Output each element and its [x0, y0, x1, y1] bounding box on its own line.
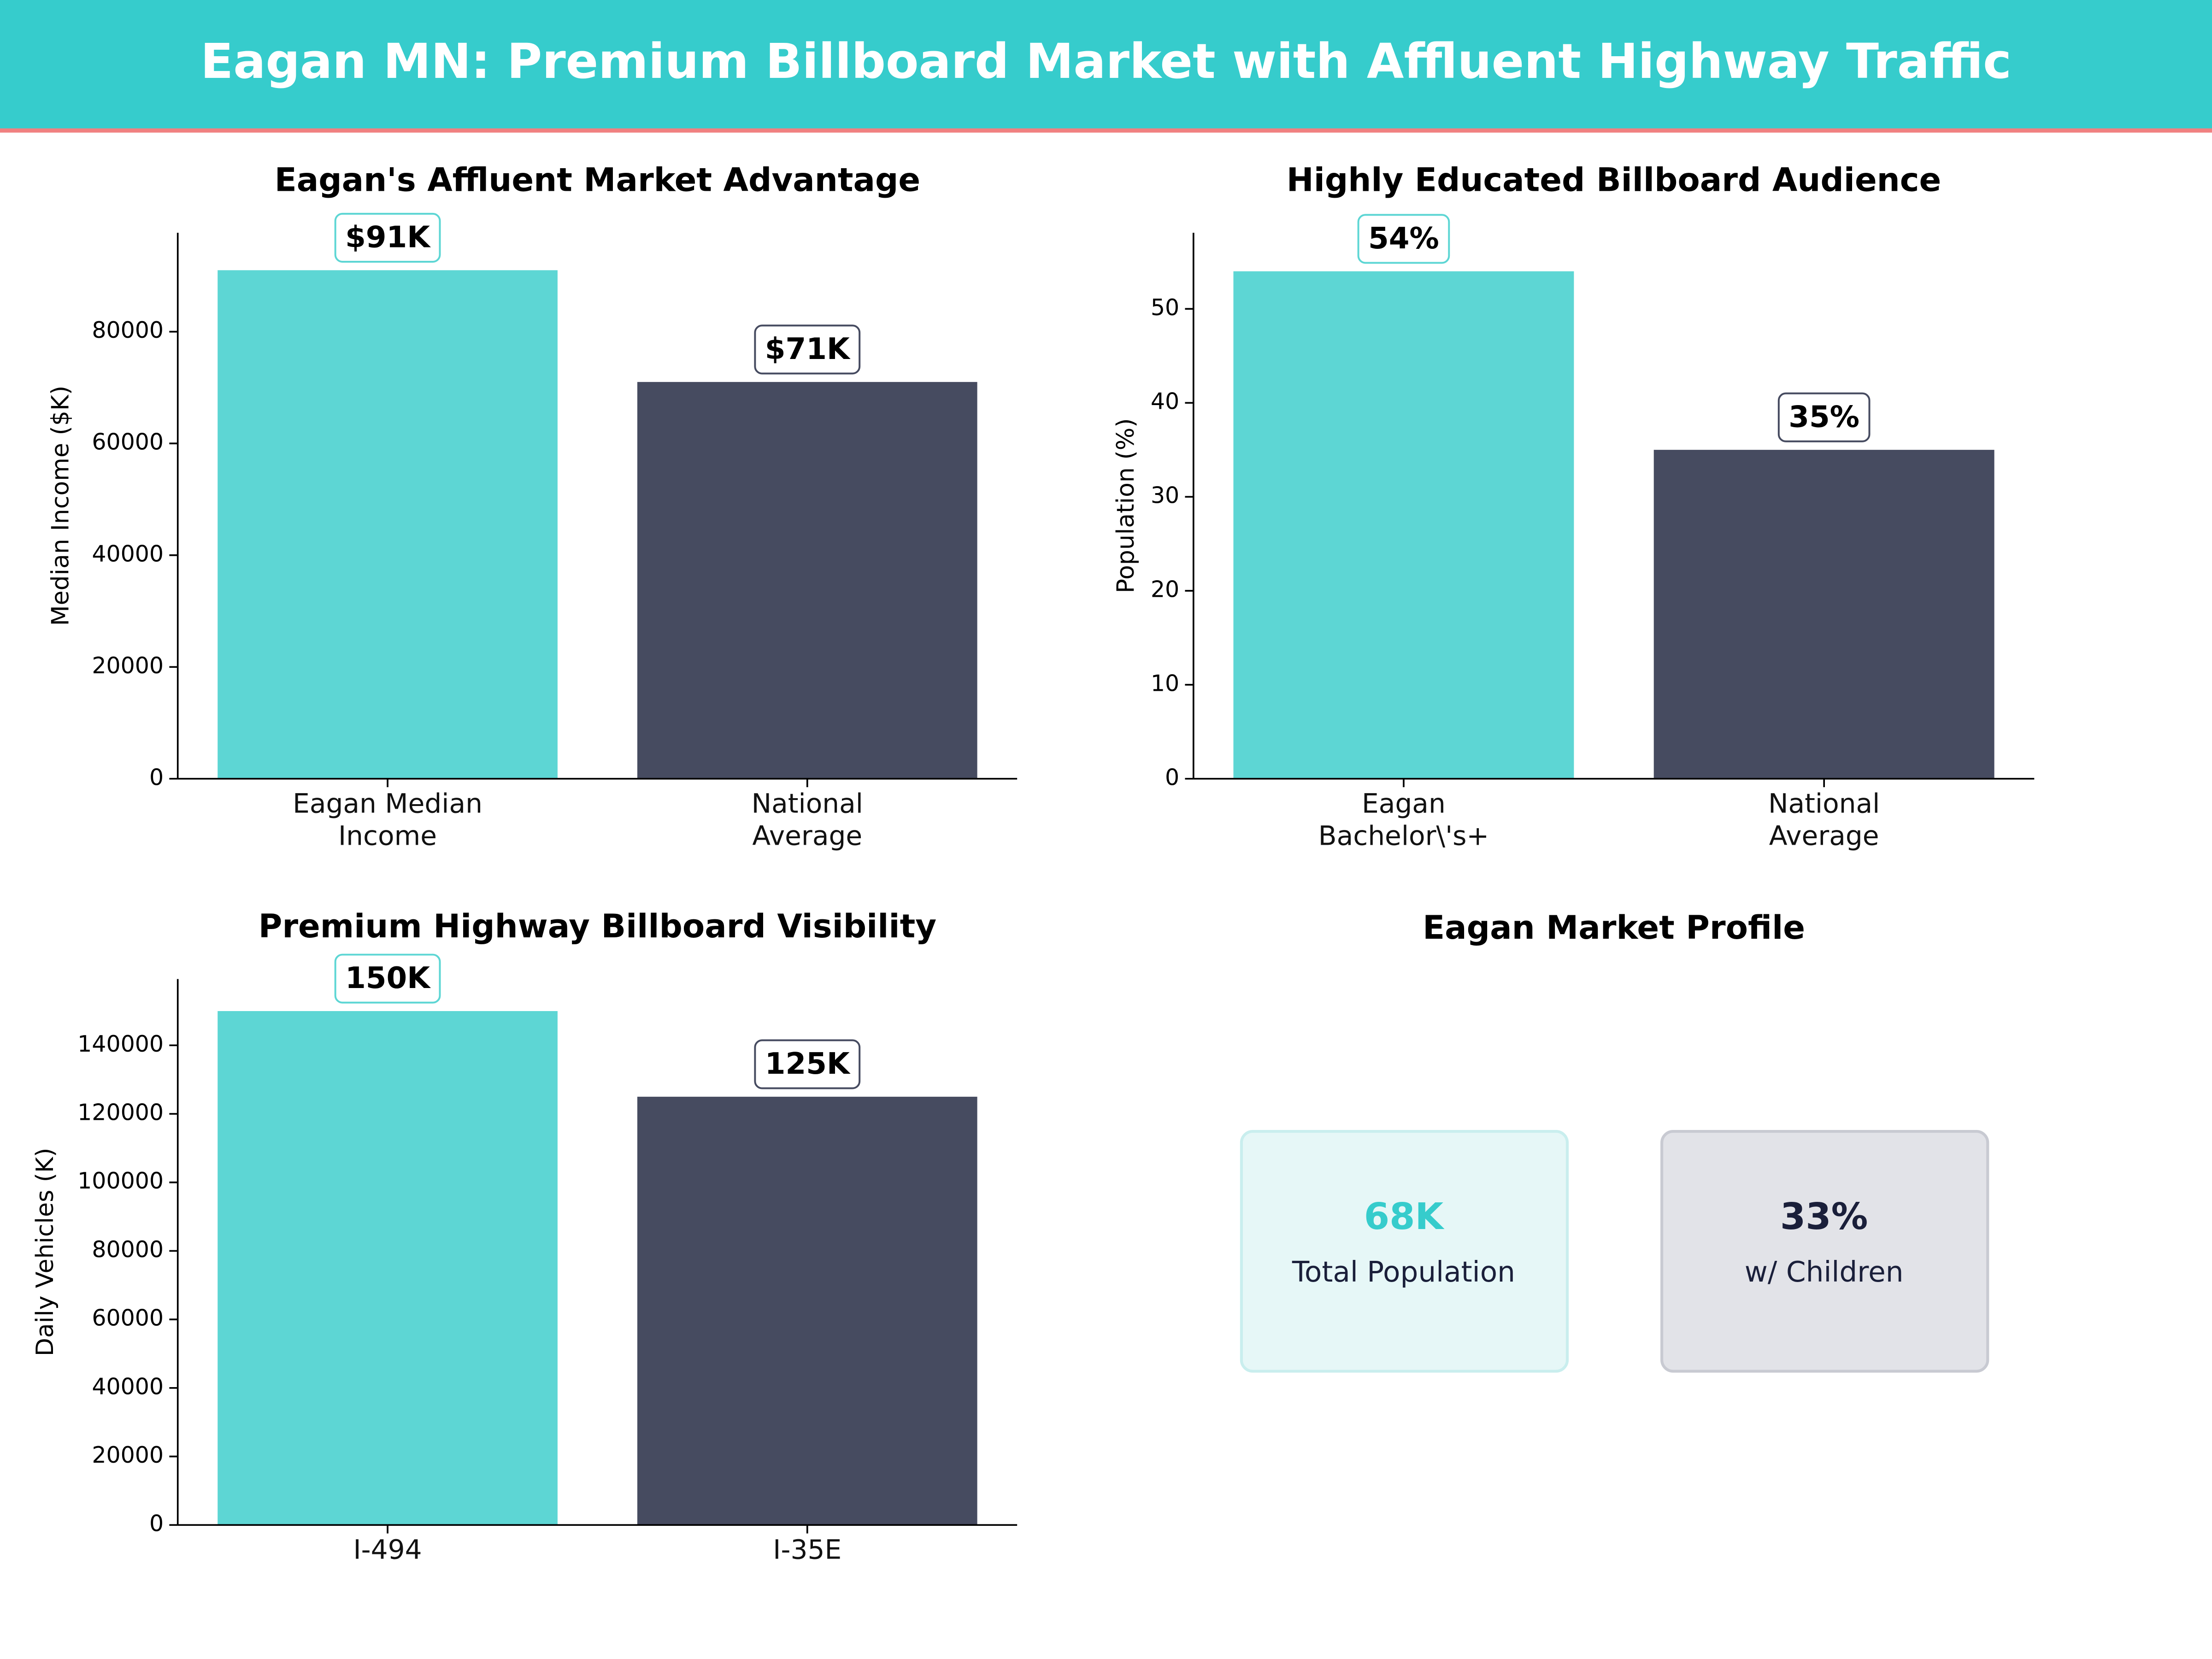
y-tick-label: 40000	[92, 541, 164, 567]
x-tick-label: I-494	[353, 1535, 422, 1566]
chart-title: Eagan's Affluent Market Advantage	[275, 161, 920, 199]
y-tick-label: 20	[1151, 576, 1179, 602]
x-tick-label: I-35E	[773, 1535, 842, 1566]
y-tick-label: 0	[1165, 764, 1179, 790]
card-value: 68K	[1364, 1195, 1445, 1238]
value-label-box	[754, 324, 861, 375]
y-tick-label: 20000	[92, 1442, 164, 1468]
profile-title: Eagan Market Profile	[1423, 909, 1805, 947]
value-label-box	[334, 953, 441, 1004]
y-tick-label: 120000	[77, 1100, 164, 1126]
y-tick-label: 140000	[77, 1031, 164, 1057]
card-label: w/ Children	[1745, 1256, 1904, 1288]
y-tick-label: 80000	[92, 1236, 164, 1263]
y-tick-label: 0	[149, 764, 164, 790]
bar	[637, 382, 977, 779]
x-tick-label: Eagan Median Income	[293, 788, 482, 852]
chart-title: Highly Educated Billboard Audience	[1287, 161, 1941, 199]
x-tick-label: Eagan Bachelor\'s+	[1318, 788, 1489, 852]
profile-card	[1240, 1130, 1569, 1373]
x-tick-label-box: I-35E	[773, 1535, 842, 1566]
bar	[1653, 450, 1994, 779]
y-tick-label: 10	[1151, 670, 1179, 696]
y-tick-label: 60000	[92, 429, 164, 455]
y-tick-label: 80000	[92, 317, 164, 343]
bar	[218, 270, 558, 779]
header-rule	[0, 128, 2212, 133]
value-label: $71K	[765, 332, 851, 366]
y-tick-label: 40	[1151, 388, 1179, 415]
profile-card	[1660, 1130, 1989, 1373]
y-axis-label: Population (%)	[1112, 418, 1140, 593]
value-label-box	[754, 1039, 861, 1089]
chart-title: Premium Highway Billboard Visibility	[259, 907, 936, 945]
value-label: 54%	[1368, 221, 1439, 256]
value-label-box	[1357, 214, 1450, 264]
x-tick-label-box: National Average	[751, 788, 863, 852]
value-label-box	[334, 212, 441, 263]
x-tick-label-box: I-494	[353, 1535, 422, 1566]
x-tick-label-box: Eagan Median Income	[293, 788, 482, 852]
y-axis-label: Median Income ($K)	[47, 386, 75, 626]
bar	[637, 1096, 977, 1525]
y-tick-label: 100000	[77, 1168, 164, 1194]
value-label-box	[1777, 392, 1871, 442]
bar	[1233, 271, 1574, 779]
y-tick-label: 40000	[92, 1373, 164, 1400]
y-tick-label: 50	[1151, 294, 1179, 321]
value-label: $91K	[345, 220, 431, 255]
y-tick-label: 20000	[92, 653, 164, 679]
y-tick-label: 0	[149, 1511, 164, 1537]
value-label: 150K	[345, 961, 431, 995]
card-label: Total Population	[1292, 1256, 1515, 1288]
x-tick-label-box: Eagan Bachelor\'s+	[1318, 788, 1489, 852]
header-bar	[0, 0, 2212, 130]
x-tick-label-box: National Average	[1768, 788, 1880, 852]
y-axis-label: Daily Vehicles (K)	[31, 1148, 59, 1357]
y-tick-label: 60000	[92, 1305, 164, 1331]
header-title: Eagan MN: Premium Billboard Market with …	[200, 33, 2012, 89]
value-label: 125K	[765, 1047, 851, 1081]
x-tick-label: National Average	[751, 788, 863, 852]
y-tick-label: 30	[1151, 482, 1179, 509]
value-label: 35%	[1788, 400, 1859, 434]
x-tick-label: National Average	[1768, 788, 1880, 852]
card-value: 33%	[1780, 1195, 1868, 1238]
bar	[218, 1011, 558, 1525]
